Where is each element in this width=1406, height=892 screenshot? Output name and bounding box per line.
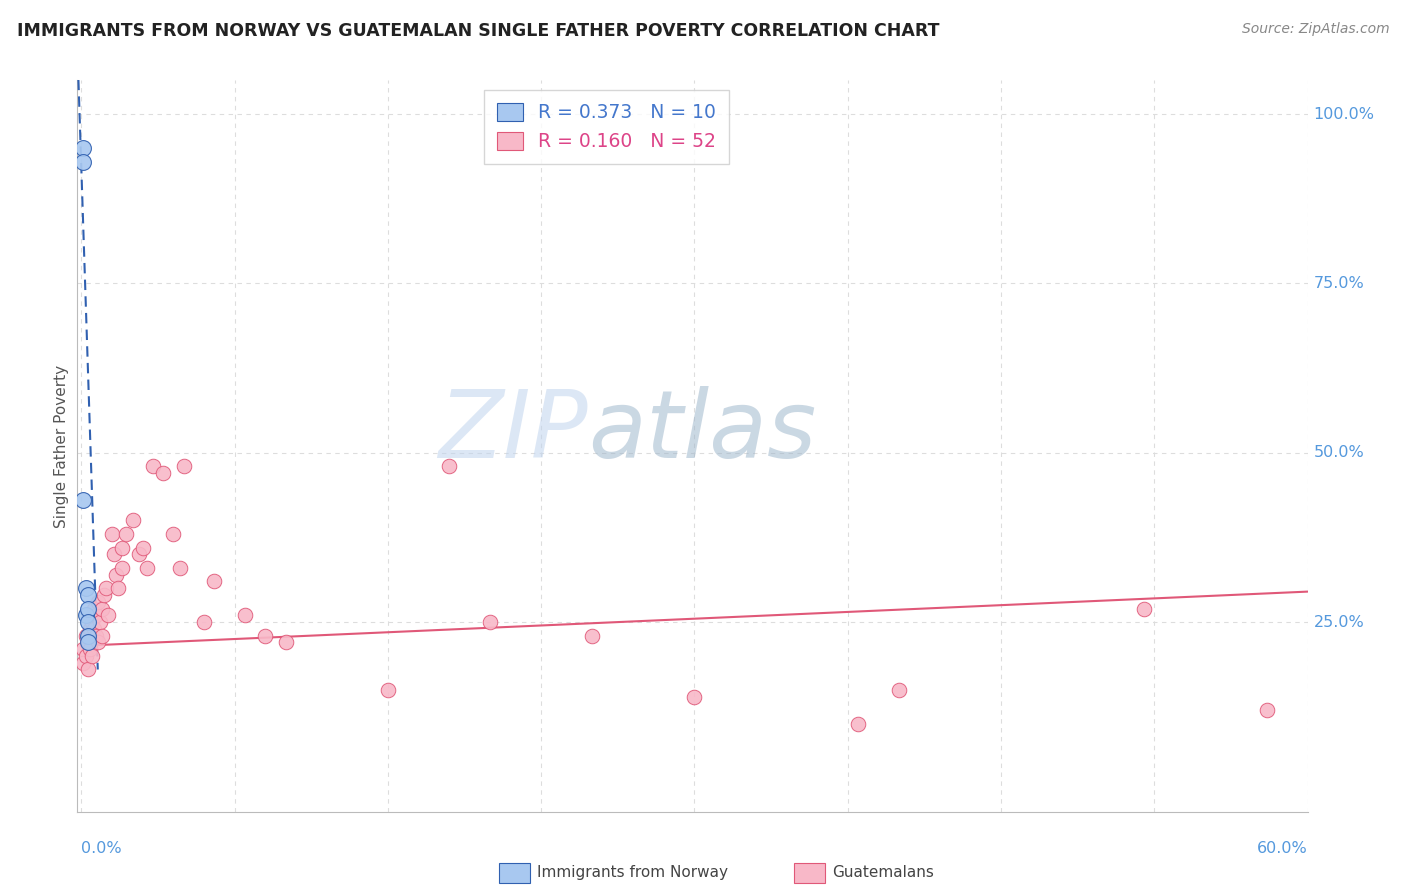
Point [132,541,155,555]
Point [80,615,103,629]
Point [107,581,129,595]
Point [1256,703,1278,717]
Point [846,716,869,731]
Point [142,459,165,474]
Point [75,581,97,595]
Point [1133,601,1156,615]
Point [97,608,120,623]
Point [135,561,157,575]
Point [72,493,94,508]
Point [162,527,184,541]
Point [79,622,101,636]
Point [79,642,101,657]
Point [90,629,112,643]
Point [94,581,117,595]
Point [233,608,256,623]
Point [377,682,399,697]
Point [581,629,603,643]
Point [83,601,105,615]
Point [254,629,277,643]
Text: 75.0%: 75.0% [1313,276,1364,291]
Point [84,629,107,643]
Text: Guatemalans: Guatemalans [832,865,934,880]
Point [274,635,297,649]
Point [103,547,125,561]
Point [105,567,128,582]
Text: 25.0%: 25.0% [1313,615,1364,630]
Text: Immigrants from Norway: Immigrants from Norway [537,865,728,880]
Point [72,642,94,657]
Text: 100.0%: 100.0% [1313,107,1375,121]
Point [76,663,98,677]
Point [87,635,110,649]
Point [76,635,98,649]
Point [76,601,98,615]
Point [76,615,98,629]
Point [202,574,225,589]
Point [75,648,97,663]
Point [93,588,115,602]
Point [72,141,94,155]
Point [90,601,112,615]
Legend: R = 0.373   N = 10, R = 0.160   N = 52: R = 0.373 N = 10, R = 0.160 N = 52 [484,90,730,164]
Point [72,154,94,169]
Point [479,615,502,629]
Point [111,561,134,575]
Point [80,648,103,663]
Text: 60.0%: 60.0% [1257,841,1308,856]
Text: ZIP: ZIP [439,386,588,477]
Point [439,459,461,474]
Point [76,588,98,602]
Point [72,656,94,670]
Text: IMMIGRANTS FROM NORWAY VS GUATEMALAN SINGLE FATHER POVERTY CORRELATION CHART: IMMIGRANTS FROM NORWAY VS GUATEMALAN SIN… [17,22,939,40]
Point [128,547,150,561]
Point [83,622,105,636]
Point [84,608,107,623]
Point [887,682,910,697]
Point [75,608,97,623]
Point [115,527,138,541]
Point [173,459,195,474]
Point [683,690,706,704]
Text: 50.0%: 50.0% [1313,445,1364,460]
Point [87,595,110,609]
Point [111,541,134,555]
Point [89,615,111,629]
Point [152,466,174,480]
Text: Source: ZipAtlas.com: Source: ZipAtlas.com [1241,22,1389,37]
Point [75,629,97,643]
Text: 0.0%: 0.0% [82,841,122,856]
Text: atlas: atlas [588,386,815,477]
Point [101,527,124,541]
Point [193,615,215,629]
Y-axis label: Single Father Poverty: Single Father Poverty [53,365,69,527]
Point [121,514,143,528]
Point [169,561,191,575]
Point [76,635,98,649]
Point [76,629,98,643]
